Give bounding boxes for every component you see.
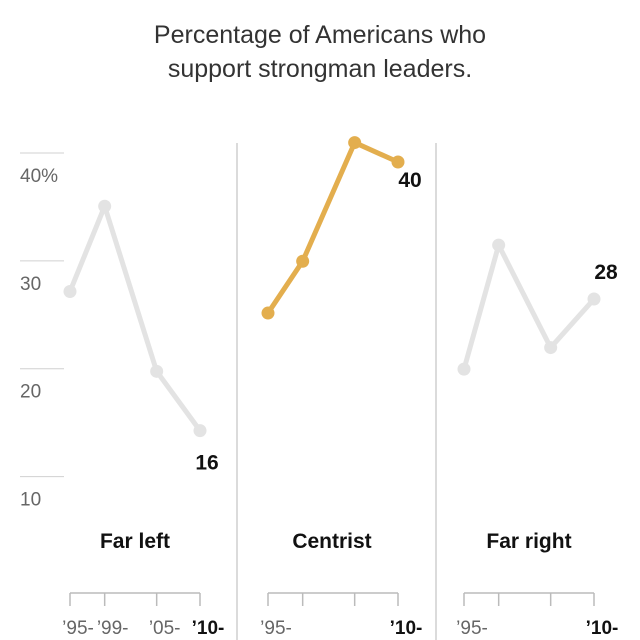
end-label-2: 28: [594, 261, 618, 284]
end-label-1: 40: [398, 169, 421, 192]
series-line-1: [265, 140, 401, 316]
y-tick-label-3: 10: [20, 490, 41, 511]
data-point-0-1: [98, 199, 112, 213]
series-line-2: [461, 242, 597, 372]
data-point-1-3: [391, 155, 405, 169]
series-line-0: [67, 203, 203, 434]
x-tick-label-2-0: ’95-: [456, 618, 488, 639]
x-tick-label-1-0: ’95-: [260, 618, 292, 639]
panel-label-2: Far right: [486, 530, 571, 553]
data-point-1-2: [348, 136, 362, 150]
x-tick-label-0-3: ’10-: [192, 618, 225, 639]
x-tick-label-0-0: ’95-: [62, 618, 94, 639]
y-tick-label-0: 40%: [20, 166, 58, 187]
data-point-0-0: [63, 284, 77, 298]
x-tick-label-0-2: ’05-: [149, 618, 181, 639]
panel-label-1: Centrist: [292, 530, 371, 553]
data-point-2-2: [544, 341, 558, 355]
data-point-0-2: [150, 364, 164, 378]
x-tick-label-2-3: ’10-: [586, 618, 619, 639]
data-point-2-1: [492, 238, 506, 252]
chart-title-line-1: Percentage of Americans who: [153, 21, 487, 49]
panel-label-0: Far left: [100, 530, 170, 553]
y-tick-label-1: 30: [20, 274, 41, 295]
data-point-1-0: [261, 306, 275, 320]
x-tick-label-1-3: ’10-: [390, 618, 423, 639]
end-label-0: 16: [195, 452, 218, 475]
y-tick-label-2: 20: [20, 382, 41, 403]
chart-title: Percentage of Americans who support stro…: [0, 18, 640, 86]
data-point-2-0: [457, 362, 471, 376]
chart-title-line-2: support strongman leaders.: [167, 55, 473, 83]
data-point-0-3: [193, 424, 207, 438]
data-point-2-3: [587, 292, 601, 306]
data-point-1-1: [296, 254, 310, 268]
x-tick-label-0-1: ’99-: [97, 618, 129, 639]
